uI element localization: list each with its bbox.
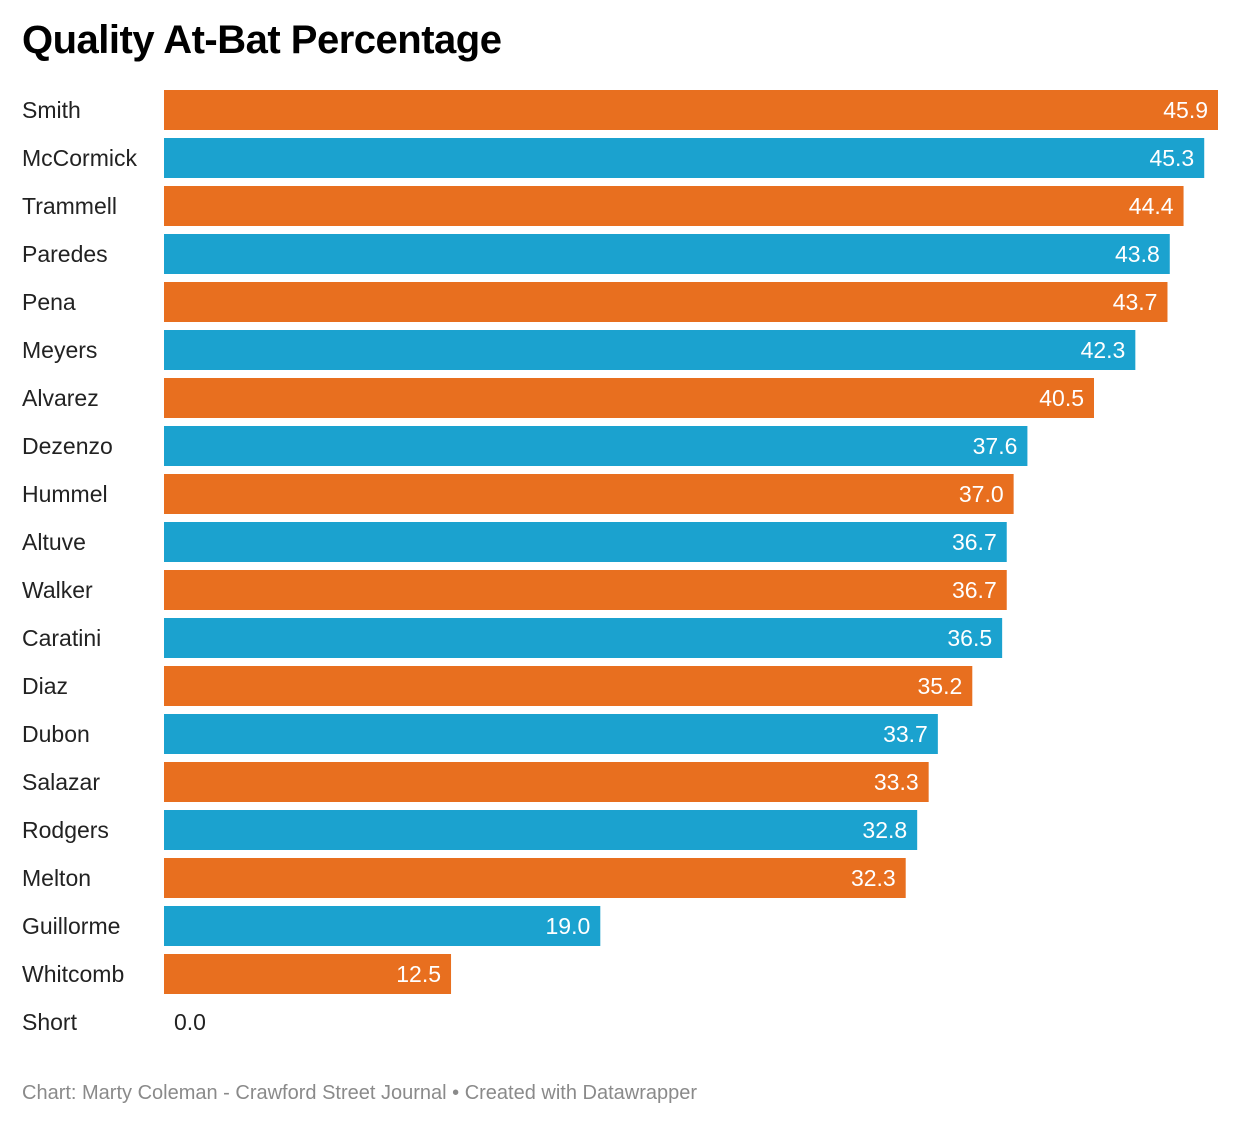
value-label: 45.3	[1149, 145, 1194, 171]
bar	[164, 570, 1007, 610]
category-label: Guillorme	[22, 913, 120, 939]
category-label: Short	[22, 1009, 78, 1035]
value-label: 35.2	[918, 673, 963, 699]
bar	[164, 234, 1170, 274]
bar	[164, 378, 1094, 418]
value-label: 33.3	[874, 769, 919, 795]
category-label: Diaz	[22, 673, 68, 699]
category-label: Salazar	[22, 769, 100, 795]
value-label: 32.8	[862, 817, 907, 843]
value-label: 42.3	[1081, 337, 1126, 363]
bar	[164, 666, 973, 706]
bar	[164, 858, 906, 898]
category-label: Dezenzo	[22, 433, 113, 459]
category-label: Altuve	[22, 529, 86, 555]
chart-title: Quality At-Bat Percentage	[22, 18, 502, 62]
category-label: Melton	[22, 865, 91, 891]
value-label: 33.7	[883, 721, 928, 747]
value-label: 40.5	[1039, 385, 1084, 411]
chart-credit: Chart: Marty Coleman - Crawford Street J…	[22, 1082, 698, 1104]
bar	[164, 138, 1205, 178]
category-label: Hummel	[22, 481, 108, 507]
bar	[164, 762, 929, 802]
value-label: 32.3	[851, 865, 896, 891]
bar	[164, 474, 1014, 514]
category-label: Alvarez	[22, 385, 99, 411]
category-label: Rodgers	[22, 817, 109, 843]
bar	[164, 426, 1028, 466]
value-label: 37.0	[959, 481, 1004, 507]
value-label: 12.5	[396, 961, 441, 987]
category-label: Pena	[22, 289, 76, 315]
value-label: 0.0	[174, 1009, 206, 1035]
bar	[164, 810, 918, 850]
bar	[164, 330, 1136, 370]
category-label: Whitcomb	[22, 961, 124, 987]
category-label: Trammell	[22, 193, 117, 219]
bar	[164, 954, 452, 994]
category-label: McCormick	[22, 145, 137, 171]
value-label: 43.7	[1113, 289, 1158, 315]
category-label: Walker	[22, 577, 93, 603]
bar	[164, 522, 1007, 562]
bar	[164, 906, 601, 946]
value-label: 36.7	[952, 529, 997, 555]
bar-chart: Smith 45.9 McCormick 45.3 Trammell 44.4 Parede…	[22, 90, 1218, 1035]
bar	[164, 282, 1168, 322]
bar	[164, 714, 938, 754]
value-label: 36.5	[947, 625, 992, 651]
bar	[164, 186, 1184, 226]
category-label: Dubon	[22, 721, 90, 747]
category-label: Meyers	[22, 337, 97, 363]
value-label: 45.9	[1163, 97, 1208, 123]
value-label: 19.0	[546, 913, 591, 939]
bar	[164, 90, 1218, 130]
category-label: Paredes	[22, 241, 108, 267]
value-label: 36.7	[952, 577, 997, 603]
category-label: Smith	[22, 97, 81, 123]
value-label: 44.4	[1129, 193, 1174, 219]
bar	[164, 618, 1003, 658]
category-label: Caratini	[22, 625, 101, 651]
value-label: 37.6	[973, 433, 1018, 459]
value-label: 43.8	[1115, 241, 1160, 267]
